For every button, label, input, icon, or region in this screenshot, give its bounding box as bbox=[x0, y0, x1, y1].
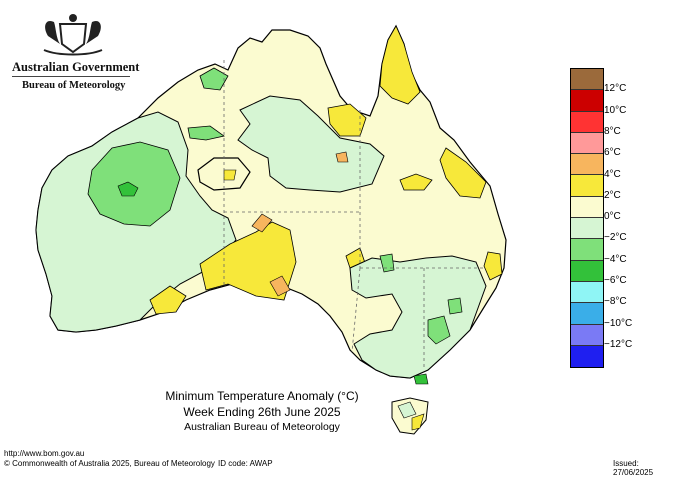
government-title: Australian Government bbox=[12, 60, 140, 74]
legend-swatch bbox=[571, 154, 603, 176]
legend-swatch bbox=[571, 69, 603, 91]
map-subtitle: Week Ending 26th June 2025 bbox=[183, 405, 341, 419]
southeast-cool-region bbox=[349, 255, 487, 379]
header-divider bbox=[12, 76, 130, 77]
legend-label: 12°C bbox=[604, 83, 627, 95]
legend-label: 4°C bbox=[604, 168, 621, 180]
central-warm-region bbox=[199, 221, 297, 301]
legend-swatch bbox=[571, 90, 603, 112]
coat-of-arms-logo bbox=[43, 14, 103, 56]
legend-label: −8°C bbox=[604, 296, 627, 308]
legend-label: 0°C bbox=[604, 211, 621, 223]
id-code: ID code: AWAP bbox=[218, 459, 273, 468]
map-source: Australian Bureau of Meteorology bbox=[184, 421, 340, 433]
copyright: © Commonwealth of Australia 2025, Bureau… bbox=[4, 459, 215, 468]
legend-label: 10°C bbox=[604, 104, 627, 116]
legend-swatch bbox=[571, 260, 603, 282]
legend-label: 8°C bbox=[604, 125, 621, 137]
legend-swatch bbox=[571, 132, 603, 155]
legend-swatch bbox=[571, 324, 603, 346]
state-borders bbox=[223, 60, 486, 370]
bom-url[interactable]: http://www.bom.gov.au bbox=[4, 449, 85, 458]
legend-colorbar bbox=[570, 68, 604, 369]
issued-date: Issued: 27/06/2025 bbox=[613, 459, 654, 477]
legend-swatch bbox=[571, 303, 603, 325]
legend-swatch bbox=[571, 218, 603, 240]
legend-label: −4°C bbox=[604, 253, 627, 265]
legend-label: −10°C bbox=[604, 317, 633, 329]
legend-swatch bbox=[571, 175, 603, 197]
legend-label: −12°C bbox=[604, 338, 633, 350]
legend-swatch bbox=[571, 345, 603, 368]
map-title: Minimum Temperature Anomaly (°C) bbox=[165, 389, 359, 403]
legend-label: −6°C bbox=[604, 275, 627, 286]
legend-label: 2°C bbox=[604, 189, 621, 201]
east-coast-warm bbox=[439, 147, 487, 199]
legend-swatch bbox=[571, 281, 603, 304]
legend-swatch bbox=[571, 239, 603, 261]
legend-swatch bbox=[571, 196, 603, 219]
central-cool-band bbox=[237, 95, 385, 193]
cape-york-warm bbox=[379, 25, 421, 105]
bureau-title: Bureau of Meteorology bbox=[22, 80, 126, 91]
legend-label: 6°C bbox=[604, 147, 621, 159]
west-cold-core bbox=[87, 141, 181, 227]
legend-swatch bbox=[571, 111, 603, 133]
legend-label: −2°C bbox=[604, 232, 627, 244]
anomaly-map bbox=[35, 24, 507, 435]
west-coldest-spot bbox=[117, 181, 139, 197]
